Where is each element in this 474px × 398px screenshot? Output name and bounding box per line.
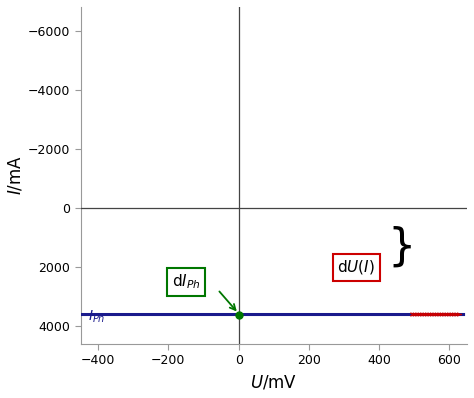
Text: $\}$: $\}$ bbox=[387, 224, 412, 269]
X-axis label: $\it{U}$/mV: $\it{U}$/mV bbox=[250, 373, 297, 391]
Text: $\mathrm{d}I_{Ph}$: $\mathrm{d}I_{Ph}$ bbox=[172, 273, 200, 291]
Y-axis label: $\it{I}$/mA: $\it{I}$/mA bbox=[7, 156, 25, 195]
Text: $\mathit{I}_{Ph}$: $\mathit{I}_{Ph}$ bbox=[88, 309, 105, 325]
Text: $\mathrm{d}U(\mathit{I})$: $\mathrm{d}U(\mathit{I})$ bbox=[337, 258, 375, 276]
